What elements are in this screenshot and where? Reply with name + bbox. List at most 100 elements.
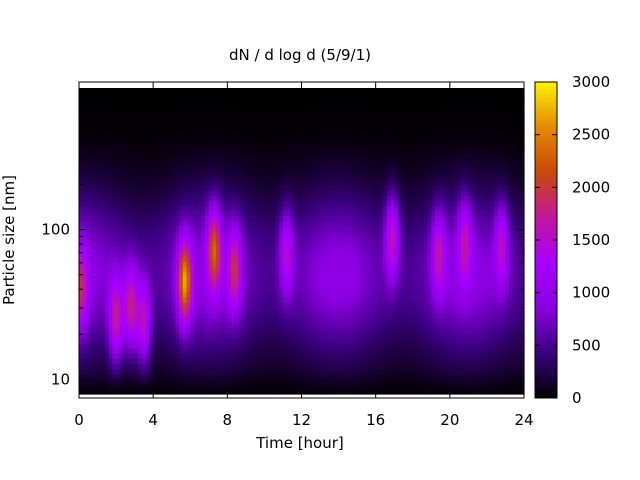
heatmap-cell	[308, 332, 314, 339]
heatmap-cell	[145, 276, 151, 283]
heatmap-cell	[260, 220, 266, 227]
heatmap-cell	[375, 179, 380, 186]
heatmap-cell	[320, 133, 325, 140]
heatmap-cell	[104, 251, 110, 257]
heatmap-cell	[383, 251, 388, 257]
heatmap-cell	[323, 271, 329, 278]
heatmap-cell	[153, 297, 158, 303]
heatmap-cell	[245, 103, 251, 109]
heatmap-cell	[264, 276, 269, 283]
heatmap-cell	[186, 230, 191, 237]
heatmap-cell	[386, 343, 392, 349]
heatmap-cell	[164, 159, 169, 166]
heatmap-cell	[205, 220, 210, 227]
heatmap-cell	[375, 312, 380, 319]
heatmap-cell	[138, 327, 143, 334]
heatmap-cell	[134, 281, 139, 288]
heatmap-cell	[197, 103, 202, 109]
heatmap-cell	[186, 332, 191, 339]
heatmap-cell	[208, 220, 214, 227]
heatmap-cell	[86, 179, 91, 186]
heatmap-cell	[138, 210, 143, 217]
heatmap-cell	[327, 128, 332, 135]
heatmap-cell	[86, 128, 91, 135]
heatmap-cell	[327, 174, 332, 181]
heatmap-cell	[257, 312, 262, 319]
heatmap-cell	[219, 281, 225, 288]
heatmap-cell	[212, 108, 217, 115]
heatmap-cell	[331, 281, 336, 288]
heatmap-cell	[286, 215, 291, 222]
heatmap-cell	[286, 164, 291, 171]
heatmap-cell	[97, 205, 102, 211]
heatmap-cell	[383, 164, 388, 171]
heatmap-cell	[316, 133, 321, 140]
heatmap-cell	[275, 93, 280, 99]
heatmap-cell	[179, 261, 184, 268]
heatmap-cell	[323, 337, 329, 344]
heatmap-cell	[142, 271, 147, 278]
heatmap-cell	[119, 343, 125, 349]
heatmap-cell	[249, 297, 254, 303]
heatmap-cell	[201, 337, 206, 344]
heatmap-cell	[260, 266, 266, 273]
heatmap-cell	[190, 327, 195, 334]
heatmap-cell	[175, 312, 180, 319]
heatmap-cell	[212, 286, 217, 293]
heatmap-cell	[245, 220, 251, 227]
heatmap-cell	[82, 261, 88, 268]
heatmap-cell	[208, 205, 214, 211]
heatmap-cell	[320, 200, 325, 206]
heatmap-cell	[360, 246, 366, 252]
heatmap-cell	[104, 205, 110, 211]
heatmap-cell	[142, 368, 147, 375]
heatmap-cell	[383, 205, 388, 211]
heatmap-cell	[119, 195, 125, 201]
heatmap-cell	[346, 215, 351, 222]
heatmap-cell	[275, 256, 280, 262]
heatmap-cell	[257, 327, 262, 334]
heatmap-cell	[134, 337, 139, 344]
heatmap-cell	[201, 164, 206, 171]
heatmap-cell	[164, 292, 169, 298]
heatmap-cell	[82, 353, 88, 359]
heatmap-cell	[205, 133, 210, 140]
heatmap-cell	[271, 261, 277, 268]
heatmap-cell	[379, 235, 384, 242]
heatmap-cell	[205, 353, 210, 359]
heatmap-cell	[101, 373, 106, 380]
heatmap-cell	[134, 128, 139, 135]
heatmap-cell	[82, 286, 88, 293]
heatmap-cell	[205, 230, 210, 237]
heatmap-cell	[86, 139, 91, 145]
heatmap-cell	[186, 292, 191, 298]
heatmap-cell	[149, 363, 154, 370]
heatmap-cell	[282, 276, 288, 283]
heatmap-cell	[331, 241, 336, 247]
heatmap-cell	[305, 302, 310, 308]
heatmap-cell	[142, 251, 147, 257]
heatmap-cell	[349, 353, 355, 359]
heatmap-cell	[201, 378, 206, 385]
heatmap-cell	[231, 169, 236, 176]
heatmap-cell	[331, 103, 336, 109]
heatmap-cell	[208, 383, 214, 390]
heatmap-cell	[138, 312, 143, 319]
heatmap-cell	[320, 337, 325, 344]
heatmap-cell	[190, 205, 195, 211]
heatmap-cell	[271, 281, 277, 288]
heatmap-cell	[82, 88, 88, 94]
heatmap-cell	[112, 230, 117, 237]
heatmap-cell	[360, 149, 366, 155]
heatmap-cell	[268, 210, 273, 217]
heatmap-cell	[86, 88, 91, 94]
heatmap-cell	[175, 113, 180, 120]
heatmap-cell	[360, 144, 366, 150]
heatmap-cell	[197, 118, 202, 125]
heatmap-cell	[175, 174, 180, 181]
heatmap-cell	[171, 88, 177, 94]
heatmap-cell	[316, 292, 321, 298]
heatmap-cell	[297, 139, 303, 145]
heatmap-cell	[127, 108, 132, 115]
heatmap-cell	[171, 353, 177, 359]
